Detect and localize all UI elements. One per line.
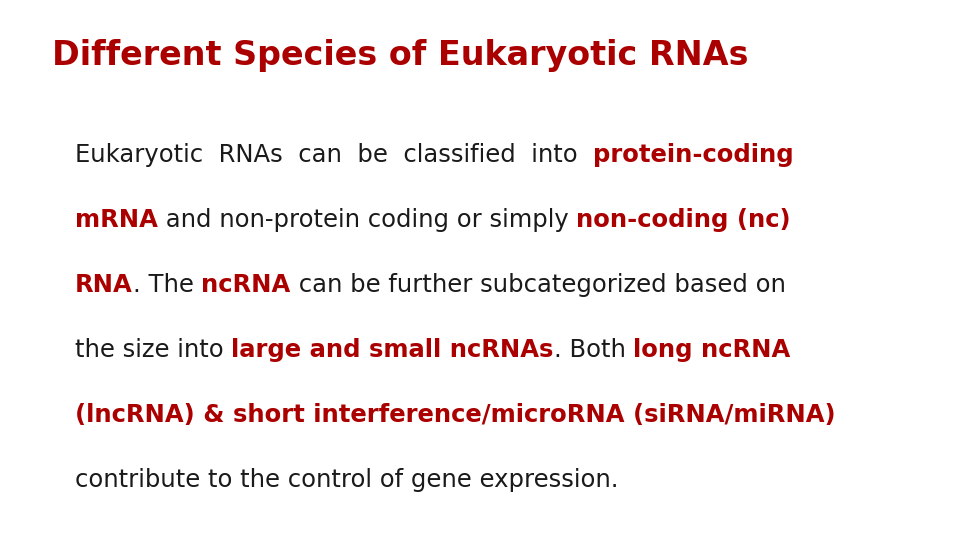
Text: non-coding (nc): non-coding (nc) [576, 208, 791, 232]
Text: Eukaryotic  RNAs  can  be  classified  into: Eukaryotic RNAs can be classified into [75, 143, 593, 167]
Text: contribute to the control of gene expression.: contribute to the control of gene expres… [75, 468, 618, 492]
Text: short interference/microRNA (siRNA/miRNA): short interference/microRNA (siRNA/miRNA… [233, 403, 835, 427]
Text: the size into: the size into [75, 338, 231, 362]
Text: mRNA: mRNA [75, 208, 157, 232]
Text: . Both: . Both [554, 338, 634, 362]
Text: long ncRNA: long ncRNA [634, 338, 791, 362]
Text: large and small ncRNAs: large and small ncRNAs [231, 338, 554, 362]
Text: . The: . The [132, 273, 202, 297]
Text: protein-coding: protein-coding [593, 143, 794, 167]
Text: ncRNA: ncRNA [202, 273, 291, 297]
Text: Different Species of Eukaryotic RNAs: Different Species of Eukaryotic RNAs [52, 38, 748, 71]
Text: and non-protein coding or simply: and non-protein coding or simply [157, 208, 576, 232]
Text: can be further subcategorized based on: can be further subcategorized based on [291, 273, 785, 297]
Text: (lncRNA) &: (lncRNA) & [75, 403, 233, 427]
Text: RNA: RNA [75, 273, 132, 297]
